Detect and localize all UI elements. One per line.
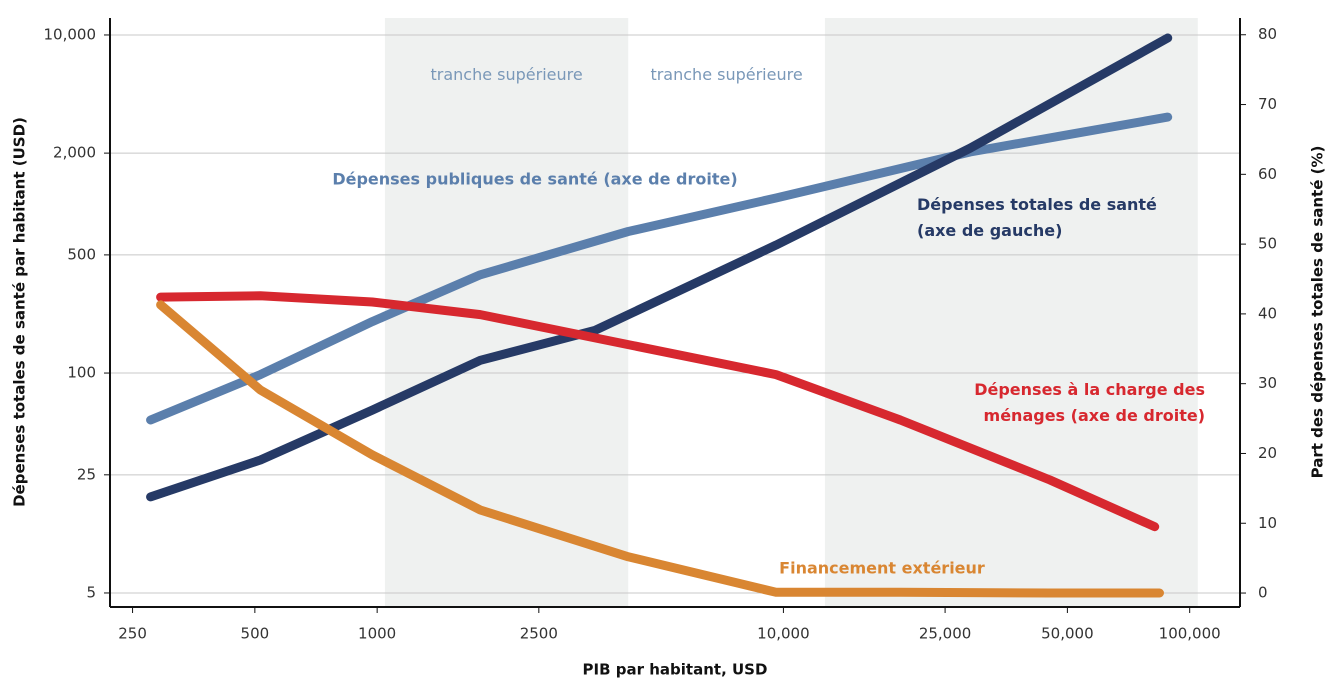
y-axis-label: Dépenses totales de santé par habitant (… [11,117,29,507]
y-tick-label: 500 [67,245,96,263]
series-line [156,291,1160,532]
y-tick-label: 2,000 [53,144,96,162]
series-label: Dépenses à la charge des ménages (axe de … [974,380,1205,425]
y-tick-label: 10,000 [44,25,97,43]
y2-tick-label: 20 [1258,444,1277,462]
x-axis-label: PIB par habitant, USD [583,661,768,679]
x-tick-label: 100,000 [1159,625,1221,643]
region-label: tranche supérieure [650,65,802,84]
x-tick-label: 50,000 [1041,625,1094,643]
y-tick-label: 5 [86,583,96,601]
x-tick-label: 25,000 [919,625,972,643]
series-label: Dépenses totales de santé (axe de gauche) [917,195,1157,240]
y2-tick-label: 0 [1258,584,1268,602]
y-tick-label: 100 [67,364,96,382]
y2-tick-label: 70 [1258,95,1277,113]
y2-tick-label: 10 [1258,514,1277,532]
y-tick-label: 25 [77,465,96,483]
x-tick-label: 250 [118,625,147,643]
y2-tick-label: 30 [1258,374,1277,392]
region-label: tranche supérieure [430,65,582,84]
series-line [156,300,1164,598]
y2-tick-label: 50 [1258,235,1277,253]
x-tick-label: 10,000 [757,625,810,643]
y2-tick-label: 60 [1258,165,1277,183]
series-label: Dépenses publiques de santé (axe de droi… [332,170,737,189]
x-tick-label: 2500 [520,625,558,643]
x-tick-label: 1000 [358,625,396,643]
y2-axis-label: Part des dépenses totales de santé (%) [1309,146,1327,479]
y2-tick-label: 40 [1258,304,1277,322]
x-tick-label: 500 [241,625,270,643]
series-line [146,33,1173,502]
series-label: Financement extérieur [779,559,985,578]
y2-tick-label: 80 [1258,25,1277,43]
income-band [824,18,1198,607]
